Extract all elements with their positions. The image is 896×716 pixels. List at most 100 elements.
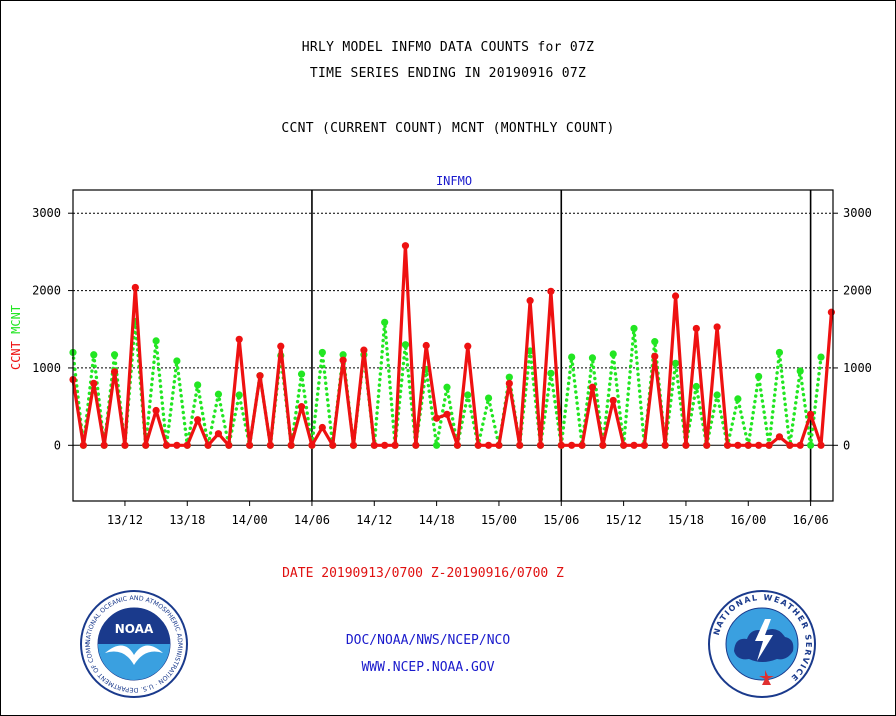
- series-ccnt-point: [194, 416, 202, 424]
- series-mcnt-point: [588, 354, 597, 362]
- series-ccnt-point: [568, 441, 576, 449]
- series-ccnt-point: [412, 441, 420, 449]
- noaa-center-text: NOAA: [115, 622, 154, 636]
- series-mcnt-point: [775, 348, 784, 357]
- series-ccnt-point: [536, 441, 545, 449]
- footer-url-link[interactable]: WWW.NCEP.NOAA.GOV: [361, 660, 495, 675]
- series-ccnt-point: [277, 342, 285, 350]
- x-tick-label: 14/06: [294, 513, 330, 527]
- series-mcnt-point: [547, 369, 555, 377]
- series-ccnt-point: [152, 406, 160, 415]
- series-mcnt-point: [692, 382, 700, 391]
- chart-title: INFMO: [436, 174, 472, 188]
- series-ccnt-point: [484, 441, 493, 449]
- series-ccnt-point: [609, 396, 617, 405]
- series-mcnt-point: [568, 353, 576, 361]
- series-mcnt-point: [796, 367, 804, 375]
- series-mcnt-point: [339, 351, 347, 359]
- series-ccnt-point: [443, 410, 451, 418]
- series-ccnt-point: [671, 292, 680, 300]
- title-line-1: HRLY MODEL INFMO DATA COUNTS for 07Z: [301, 40, 595, 55]
- series-ccnt-point: [692, 324, 700, 333]
- y-tick-label-left: 2000: [32, 284, 61, 298]
- series-mcnt-point: [381, 318, 389, 326]
- series-mcnt-point: [173, 357, 181, 365]
- x-tick-label: 16/06: [793, 513, 829, 527]
- series-ccnt-point: [505, 379, 513, 388]
- y-tick-label-right: 1000: [843, 361, 872, 375]
- series-mcnt-point: [297, 370, 306, 378]
- series-ccnt-point: [329, 441, 337, 449]
- series-mcnt-point: [505, 373, 513, 381]
- series-ccnt-point: [183, 441, 191, 449]
- series-mcnt-point: [755, 372, 763, 381]
- y-tick-label-left: 0: [54, 438, 61, 452]
- series-ccnt-point: [765, 441, 773, 449]
- x-tick-label: 14/18: [419, 513, 455, 527]
- series-ccnt-point: [318, 423, 326, 432]
- y-tick-label-right: 2000: [843, 284, 872, 298]
- series-mcnt-point: [484, 394, 493, 402]
- x-tick-label: 15/18: [668, 513, 704, 527]
- series-ccnt-point: [734, 441, 742, 449]
- series-ccnt-point: [308, 441, 316, 449]
- series-ccnt-point: [786, 441, 794, 449]
- y-tick-label-right: 0: [843, 438, 850, 452]
- series-mcnt-point: [807, 441, 815, 449]
- series-ccnt-point: [827, 308, 835, 316]
- date-range-label: DATE 20190913/0700 Z-20190916/0700 Z: [282, 566, 564, 581]
- series-ccnt-point: [131, 283, 139, 292]
- series-mcnt-point: [651, 338, 659, 346]
- series-ccnt-point: [235, 335, 243, 343]
- x-tick-label: 13/18: [169, 513, 205, 527]
- series-ccnt-point: [807, 410, 815, 418]
- x-tick-label: 16/00: [730, 513, 766, 527]
- footer-org-link[interactable]: DOC/NOAA/NWS/NCEP/NCO: [345, 633, 511, 648]
- series-ccnt-point: [630, 441, 638, 449]
- series-mcnt-point: [90, 351, 98, 359]
- x-tick-label: 14/00: [232, 513, 268, 527]
- series-mcnt-point: [464, 391, 472, 399]
- y-tick-label-left: 1000: [32, 361, 61, 375]
- series-ccnt-point: [391, 441, 399, 449]
- series-ccnt-point: [349, 441, 358, 449]
- series-ccnt-point: [287, 441, 295, 449]
- series-mcnt-point: [817, 353, 825, 361]
- y-axis-label: CCNT MCNT: [9, 305, 23, 370]
- series-ccnt-point: [744, 441, 752, 449]
- series-mcnt-point: [318, 348, 326, 357]
- series-mcnt-point: [110, 351, 119, 359]
- series-ccnt-point: [796, 441, 804, 449]
- series-ccnt-point: [557, 441, 565, 449]
- series-ccnt-point: [817, 441, 825, 449]
- series-ccnt-point: [578, 441, 586, 449]
- series-ccnt-point: [422, 341, 430, 350]
- series-mcnt-point: [433, 441, 441, 449]
- y-axis-label-mcnt: MCNT: [9, 305, 23, 341]
- series-mcnt-point: [526, 347, 534, 355]
- series-mcnt-point: [443, 383, 451, 391]
- x-tick-label: 15/12: [606, 513, 642, 527]
- series-mcnt-point: [214, 390, 223, 398]
- x-tick-label: 14/12: [356, 513, 392, 527]
- series-ccnt-point: [100, 441, 108, 449]
- series-ccnt-point: [453, 441, 461, 449]
- series-ccnt-point: [526, 297, 534, 305]
- series-ccnt-point: [225, 441, 233, 449]
- series-ccnt-point: [256, 372, 264, 380]
- series-mcnt-point: [194, 381, 202, 389]
- series-mcnt-point: [671, 359, 680, 367]
- nws-logo[interactable]: NATIONAL WEATHER SERVICE: [707, 589, 817, 699]
- series-ccnt-point: [204, 441, 212, 449]
- series-mcnt-point: [401, 341, 410, 349]
- series-ccnt-point: [516, 441, 524, 449]
- series-ccnt-point: [474, 441, 482, 449]
- series-ccnt-point: [162, 441, 171, 449]
- noaa-logo[interactable]: NATIONAL OCEANIC AND ATMOSPHERIC ADMINIS…: [79, 589, 189, 699]
- y-tick-label-right: 3000: [843, 206, 872, 220]
- series-ccnt-point: [703, 441, 711, 449]
- y-tick-label-left: 3000: [32, 206, 61, 220]
- series-ccnt-point: [661, 441, 669, 449]
- series-ccnt-point: [495, 441, 503, 449]
- series-ccnt-point: [246, 441, 254, 449]
